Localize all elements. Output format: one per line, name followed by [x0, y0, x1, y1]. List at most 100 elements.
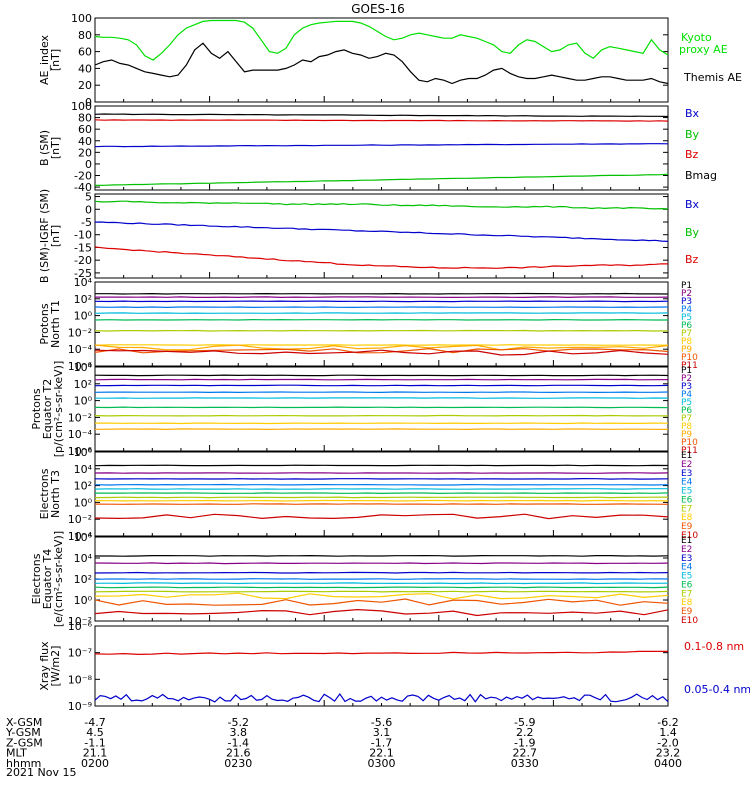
y-tick-label: -5 — [81, 216, 92, 229]
channel-line — [94, 347, 669, 354]
series-line — [94, 246, 669, 269]
y-tick-label: 0 — [85, 203, 92, 216]
y-axis-label: B (SM) — [38, 130, 51, 166]
y-tick-label: 10⁻⁴ — [68, 343, 93, 356]
channel-line — [94, 582, 669, 585]
legend-entry: P3 — [681, 297, 692, 307]
legend-entry: P11 — [681, 361, 698, 371]
x-row-value: -1.4 — [228, 736, 249, 749]
y-axis-label: Electrons — [30, 553, 43, 604]
y-tick-label: 10² — [74, 293, 92, 306]
y-axis-label: [nT] — [49, 137, 62, 159]
legend-entry: E1 — [681, 536, 692, 546]
y-tick-label: 60 — [78, 123, 92, 136]
x-row-value: -5.9 — [514, 716, 535, 729]
y-tick-label: 10⁻² — [68, 411, 92, 424]
channel-line — [94, 472, 669, 474]
x-row-label: hhmm — [6, 757, 41, 770]
y-tick-label: 40 — [78, 135, 92, 148]
channel-line — [94, 496, 669, 499]
y-tick-label: 60 — [78, 46, 92, 59]
y-tick-label: 0 — [85, 158, 92, 171]
y-tick-label: 20 — [78, 146, 92, 159]
x-row-value: 1.4 — [659, 726, 677, 739]
y-tick-label: 80 — [78, 29, 92, 42]
y-tick-label: 10⁻⁶ — [68, 445, 93, 458]
x-row-value: 21.1 — [83, 747, 108, 760]
series-line — [94, 650, 668, 656]
x-row-label: X-GSM — [6, 716, 42, 729]
y-tick-label: 10⁻⁹ — [68, 700, 92, 713]
series-line — [94, 42, 669, 85]
legend-entry: P7 — [681, 329, 692, 339]
legend-entry: proxy AE — [679, 43, 728, 56]
y-axis-label: [nT] — [49, 225, 62, 247]
y-axis-label: [W/m2] — [49, 646, 62, 687]
panel-frame — [94, 625, 669, 707]
y-tick-label: 10⁻⁷ — [68, 647, 92, 660]
x-row-value: 22.7 — [513, 747, 538, 760]
y-tick-label: 10⁻⁸ — [68, 673, 93, 686]
legend-entry: P11 — [681, 446, 698, 456]
legend-entry: P1 — [681, 366, 692, 376]
date-label: 2021 Nov 15 — [6, 766, 76, 779]
channel-line — [95, 422, 669, 425]
channel-line — [94, 464, 669, 467]
y-tick-label: 10⁻⁴ — [68, 428, 93, 441]
legend-entry: E3 — [681, 554, 692, 564]
y-tick-label: 10⁻² — [68, 326, 92, 339]
y-tick-label: 10⁶ — [74, 531, 93, 544]
legend-entry: Bx — [685, 107, 700, 120]
legend-entry: P10 — [681, 353, 698, 363]
legend-entry: P3 — [681, 382, 692, 392]
y-axis-label: [p/(cm²-s-sr-keV)] — [52, 361, 65, 458]
legend-entry: E7 — [681, 589, 692, 599]
channel-line — [94, 586, 669, 589]
channel-line — [94, 344, 669, 351]
channel-line — [94, 329, 669, 332]
legend-entry: E8 — [681, 513, 693, 523]
channel-line — [94, 477, 669, 480]
x-row-value: -1.1 — [84, 736, 105, 749]
legend-entry: P10 — [681, 438, 698, 448]
legend-entry: P6 — [681, 321, 692, 331]
legend-entry: 0.05-0.4 nm — [684, 683, 750, 696]
y-tick-label: 10² — [74, 480, 92, 493]
legend-entry: P5 — [681, 398, 692, 408]
channel-line — [94, 428, 669, 431]
y-tick-label: 10⁴ — [74, 463, 93, 476]
y-tick-label: 10⁻² — [68, 615, 92, 628]
legend-entry: E8 — [681, 598, 693, 608]
y-tick-label: 10⁻⁴ — [68, 530, 93, 543]
channel-line — [94, 578, 669, 580]
series-line — [94, 200, 669, 210]
y-tick-label: 10⁰ — [74, 496, 93, 509]
y-tick-label: 10⁻⁶ — [68, 360, 93, 373]
series-line — [94, 143, 669, 148]
panel-xray: 10⁻⁹ 10⁻⁸ 10⁻⁷ 10⁻⁶ Xray flux[W/m2] 0.1-0.8 n… — [38, 620, 750, 713]
x-row-value: 0330 — [511, 757, 539, 770]
channel-line — [95, 292, 669, 295]
series-line — [94, 221, 669, 242]
channel-line — [94, 562, 669, 565]
y-tick-label: 10⁰ — [74, 594, 93, 607]
legend-entry: E6 — [681, 495, 693, 505]
channel-line — [94, 499, 669, 502]
y-tick-label: 5 — [85, 191, 92, 204]
y-axis-label: Equator T4 — [41, 549, 54, 609]
y-axis-label: [nT] — [49, 49, 62, 71]
y-tick-label: 100 — [71, 100, 92, 113]
x-axis-table: X-GSM -4.7 -5.2 -5.6 -5.9 -6.2 Y-GSM 4.5 3.8 3.1 2… — [5, 716, 682, 770]
x-row-value: 4.5 — [86, 726, 104, 739]
series-line — [94, 113, 669, 118]
channel-line — [94, 590, 669, 593]
y-axis-label: North T3 — [49, 470, 62, 518]
x-row-value: -1.9 — [514, 736, 535, 749]
legend-entry: E5 — [681, 572, 692, 582]
panel-db: -25-20-15-10-505 B (SM)-IGRF (SM)[nT] Bx By… — [38, 189, 700, 283]
legend-entry: E7 — [681, 504, 692, 514]
